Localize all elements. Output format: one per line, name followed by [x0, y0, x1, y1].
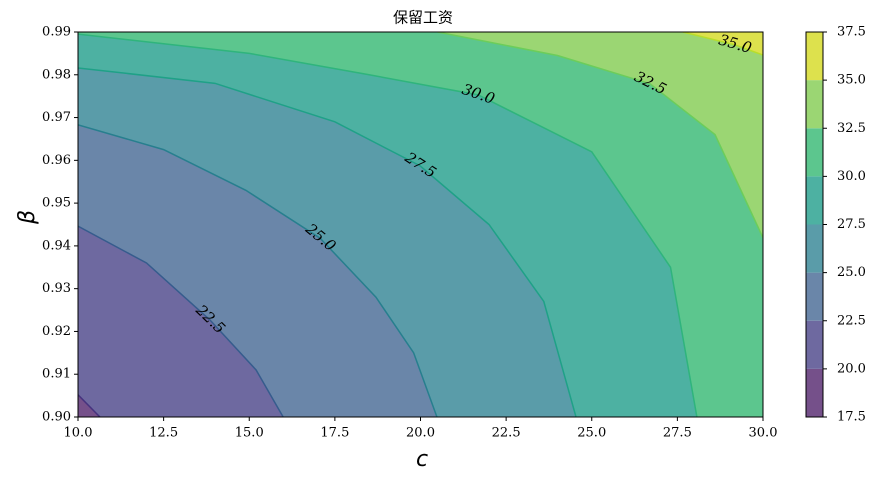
- contour-line: [78, 67, 577, 417]
- contour-line: [78, 394, 101, 417]
- y-tick-label: 0.91: [42, 367, 71, 382]
- contour-line: [78, 124, 438, 417]
- y-tick-label: 0.97: [42, 110, 71, 125]
- colorbar-tick-label: 25.0: [837, 265, 866, 280]
- colorbar-tick-label: 17.5: [837, 410, 866, 425]
- contour-band: [78, 32, 763, 417]
- colorbar-tick-label: 20.0: [837, 361, 866, 376]
- x-tick-label: 10.0: [64, 426, 93, 441]
- plot-area: 22.525.027.530.0 32.535.0: [78, 32, 763, 417]
- contour-line: [437, 32, 763, 239]
- x-tick-label: 12.5: [149, 426, 178, 441]
- x-tick-label: 15.0: [235, 426, 264, 441]
- y-tick-label: 0.95: [42, 196, 71, 211]
- colorbar-band: [806, 80, 823, 129]
- colorbar-tick-label: 30.0: [837, 169, 866, 184]
- colorbar-band: [806, 176, 823, 225]
- y-tick-label: 0.92: [42, 324, 71, 339]
- colorbar-tick-label: 35.0: [837, 73, 866, 88]
- x-tick-label: 17.5: [320, 426, 349, 441]
- colorbar-band: [806, 368, 823, 417]
- y-axis-label: β: [15, 210, 40, 225]
- colorbar-tick-label: 27.5: [837, 217, 866, 232]
- y-tick-label: 0.93: [42, 281, 71, 296]
- colorbar-band: [806, 128, 823, 177]
- contour-line: [682, 32, 763, 56]
- colorbar-band: [806, 320, 823, 369]
- x-tick-label: 30.0: [749, 426, 778, 441]
- x-tick-label: 27.5: [663, 426, 692, 441]
- y-tick-label: 0.98: [42, 67, 71, 82]
- colorbar-tick-label: 22.5: [837, 313, 866, 328]
- x-axis-label: c: [416, 447, 428, 472]
- x-tick-label: 20.0: [406, 426, 435, 441]
- colorbar-band: [806, 32, 823, 81]
- y-tick-label: 0.99: [42, 25, 71, 40]
- x-tick-label: 25.0: [577, 426, 606, 441]
- contour-band: [682, 32, 763, 56]
- colorbar-tick-label: 37.5: [837, 25, 866, 40]
- colorbar-tick-label: 32.5: [837, 121, 866, 136]
- contour-band: [437, 32, 763, 238]
- y-tick-label: 0.94: [42, 238, 71, 253]
- y-tick-label: 0.90: [42, 410, 71, 425]
- overlay: 10.0 12.5 15.0 17.5 20.0 22.5 25.0 27.5 30.0 0.90…: [42, 25, 866, 441]
- colorbar-band: [806, 224, 823, 273]
- contour-line: [78, 225, 284, 417]
- contour-line: [78, 33, 698, 417]
- colorbar-band: [806, 272, 823, 321]
- chart-title: 保留工资: [393, 9, 453, 27]
- y-tick-label: 0.96: [42, 153, 71, 168]
- x-tick-label: 22.5: [492, 426, 521, 441]
